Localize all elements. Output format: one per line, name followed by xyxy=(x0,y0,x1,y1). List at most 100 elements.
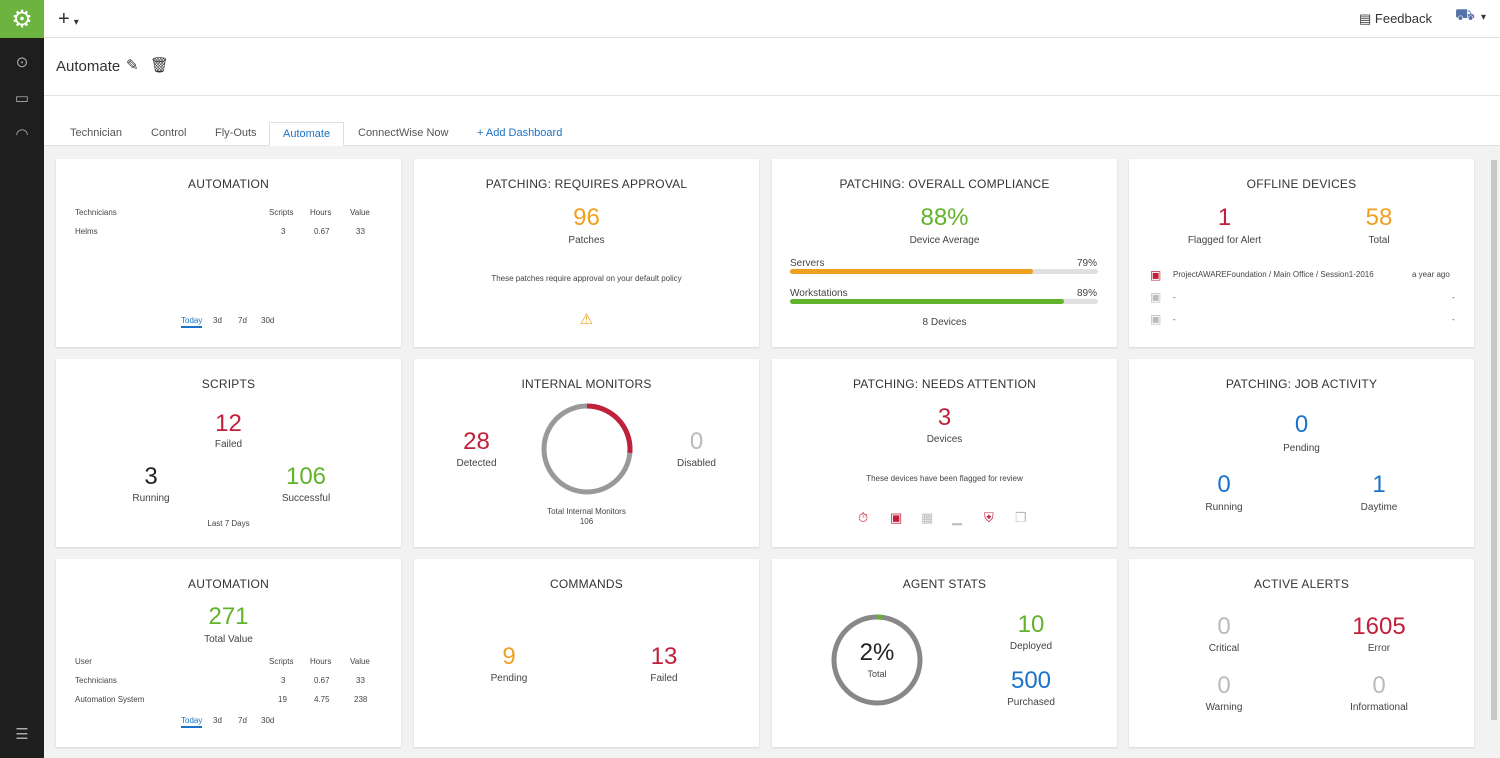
card-title: INTERNAL MONITORS xyxy=(521,377,652,391)
card-title: AGENT STATS xyxy=(902,577,987,591)
offline-device-time: a year ago xyxy=(1412,270,1450,279)
feedback-icon: ▤ xyxy=(1359,11,1375,26)
devices-count: 3 xyxy=(937,404,952,431)
page-title: Automate xyxy=(56,58,121,75)
active-alerts-card[interactable]: ACTIVE ALERTS 0 Critical 1605 Error 0 Wa… xyxy=(1129,559,1474,747)
patching-overall-compliance-card[interactable]: PATCHING: OVERALL COMPLIANCE 88% Device … xyxy=(772,159,1117,347)
column-header: User xyxy=(75,657,92,666)
internal-monitors-card[interactable]: INTERNAL MONITORS 28 Detected 0 Disabled… xyxy=(414,359,759,547)
trash-icon[interactable]: 🗑 xyxy=(150,57,170,74)
avatar: ⛟ xyxy=(1454,7,1475,24)
total-value: 271 xyxy=(208,603,249,630)
gear-logo-icon[interactable]: ⚙ xyxy=(0,0,44,38)
chart-icon[interactable]: ▁ xyxy=(952,510,962,525)
tab-control[interactable]: Control xyxy=(151,127,187,139)
successful-label: Successful xyxy=(281,493,331,504)
column-header: Scripts xyxy=(269,208,294,217)
patching-job-activity-card[interactable]: PATCHING: JOB ACTIVITY 0 Pending 0 Runni… xyxy=(1129,359,1474,547)
user-menu[interactable]: ⛟ ▾ xyxy=(1455,6,1486,26)
left-rail: ⚙ ⊙ ▭ ◠ ☰ xyxy=(0,0,44,758)
detected-count: 28 xyxy=(463,428,490,455)
top-bar: + ▾ ▤ Feedback ⛟ ▾ xyxy=(44,0,1500,38)
column-header: Technicians xyxy=(75,208,117,217)
running-label: Running xyxy=(132,493,170,504)
range-today[interactable]: Today xyxy=(181,716,203,728)
table-cell: 4.75 xyxy=(314,695,330,704)
card-title: OFFLINE DEVICES xyxy=(1246,177,1357,191)
range-3d[interactable]: 3d xyxy=(213,716,222,725)
tab-automate[interactable]: Automate xyxy=(269,122,345,146)
calendar-icon[interactable]: ▦ xyxy=(921,510,934,525)
offline-device-time: - xyxy=(1452,293,1455,302)
table-cell: Technicians xyxy=(75,676,117,685)
total-label: Total xyxy=(1368,235,1390,246)
pending-count: 9 xyxy=(502,643,516,670)
monitor-icon[interactable]: ▭ xyxy=(14,90,30,107)
card-title: COMMANDS xyxy=(550,577,623,591)
table-cell: Helms xyxy=(75,227,98,236)
add-menu-button[interactable]: + ▾ xyxy=(58,8,79,30)
agent-stats-card[interactable]: AGENT STATS 2% Total 10 Deployed 500 Pur… xyxy=(772,559,1117,747)
flagged-count: 1 xyxy=(1217,204,1232,231)
column-header: Scripts xyxy=(269,657,294,666)
deployed-pct-label: Total xyxy=(867,669,887,679)
scrollbar-thumb[interactable] xyxy=(1491,160,1497,720)
offline-device-name[interactable]: ProjectAWAREFoundation / Main Office / S… xyxy=(1173,270,1374,279)
approval-note: These patches require approval on your d… xyxy=(491,274,682,283)
failed-patch-icon[interactable]: ▣ xyxy=(890,510,903,525)
card-title: ACTIVE ALERTS xyxy=(1253,577,1350,591)
feedback-button[interactable]: ▤ Feedback xyxy=(1359,11,1432,26)
warning-icon: ⚠ xyxy=(579,311,594,328)
failed-label: Failed xyxy=(214,439,243,450)
range-30d[interactable]: 30d xyxy=(261,316,275,325)
informational-label: Informational xyxy=(1350,702,1408,713)
compliance-label: Device Average xyxy=(909,235,980,246)
table-cell: 3 xyxy=(281,676,286,685)
range-7d[interactable]: 7d xyxy=(238,716,247,725)
purchased-count: 500 xyxy=(1010,667,1052,694)
table-cell: 3 xyxy=(281,227,286,236)
headset-icon[interactable]: ◠ xyxy=(15,126,29,143)
patching-requires-approval-card[interactable]: PATCHING: REQUIRES APPROVAL 96 Patches T… xyxy=(414,159,759,347)
tab-fly-outs[interactable]: Fly-Outs xyxy=(215,127,257,139)
add-dashboard-button[interactable]: + Add Dashboard xyxy=(477,127,563,139)
device-alert-icon: ▣ xyxy=(1150,268,1162,282)
tab-connectwise-now[interactable]: ConnectWise Now xyxy=(358,127,449,139)
range-3d[interactable]: 3d xyxy=(213,316,222,325)
settings-sliders-icon[interactable]: ☰ xyxy=(15,726,29,743)
edit-pencil-icon[interactable]: ✎ xyxy=(126,57,139,74)
chevron-down-icon: ▾ xyxy=(73,17,79,28)
total-monitors-value: 106 xyxy=(579,517,594,526)
servers-label: Servers xyxy=(790,258,825,269)
range-30d[interactable]: 30d xyxy=(261,716,275,725)
tab-technician[interactable]: Technician xyxy=(70,127,122,139)
running-count: 0 xyxy=(1217,471,1231,498)
agent-donut xyxy=(831,614,923,706)
puzzle-icon[interactable]: ❒ xyxy=(1015,510,1027,525)
range-7d[interactable]: 7d xyxy=(238,316,247,325)
offline-devices-card[interactable]: OFFLINE DEVICES 1 Flagged for Alert 58 T… xyxy=(1129,159,1474,347)
critical-count: 0 xyxy=(1217,613,1231,640)
table-cell: Automation System xyxy=(75,695,145,704)
deployed-label: Deployed xyxy=(1009,641,1053,652)
commands-card[interactable]: COMMANDS 9 Pending 13 Failed xyxy=(414,559,759,747)
servers-progress-fill xyxy=(790,269,1034,274)
shield-alert-icon[interactable]: ⛨ xyxy=(984,510,994,525)
dashboard-tabs: Technician Control Fly-Outs Automate Con… xyxy=(44,96,1500,146)
patching-needs-attention-card[interactable]: PATCHING: NEEDS ATTENTION 3 Devices Thes… xyxy=(772,359,1117,547)
dashboard-title-bar: Automate ✎ 🗑 xyxy=(44,38,1500,96)
card-title: PATCHING: JOB ACTIVITY xyxy=(1225,377,1378,391)
devices-label: Devices xyxy=(926,434,963,445)
warning-count: 0 xyxy=(1217,672,1231,699)
reboot-icon[interactable]: ⏱ xyxy=(858,510,869,525)
page-scrollbar[interactable] xyxy=(1490,150,1498,746)
table-cell: 33 xyxy=(356,227,365,236)
flagged-label: Flagged for Alert xyxy=(1187,235,1262,246)
deployed-pct: 2% xyxy=(859,639,895,666)
scripts-card[interactable]: SCRIPTS 12 Failed 3 Running 106 Successf… xyxy=(56,359,401,547)
device-icon: ▣ xyxy=(1150,290,1162,304)
range-today[interactable]: Today xyxy=(181,316,203,328)
download-icon[interactable]: ⊙ xyxy=(15,54,29,71)
table-cell: 238 xyxy=(354,695,368,704)
disabled-count: 0 xyxy=(689,428,704,455)
